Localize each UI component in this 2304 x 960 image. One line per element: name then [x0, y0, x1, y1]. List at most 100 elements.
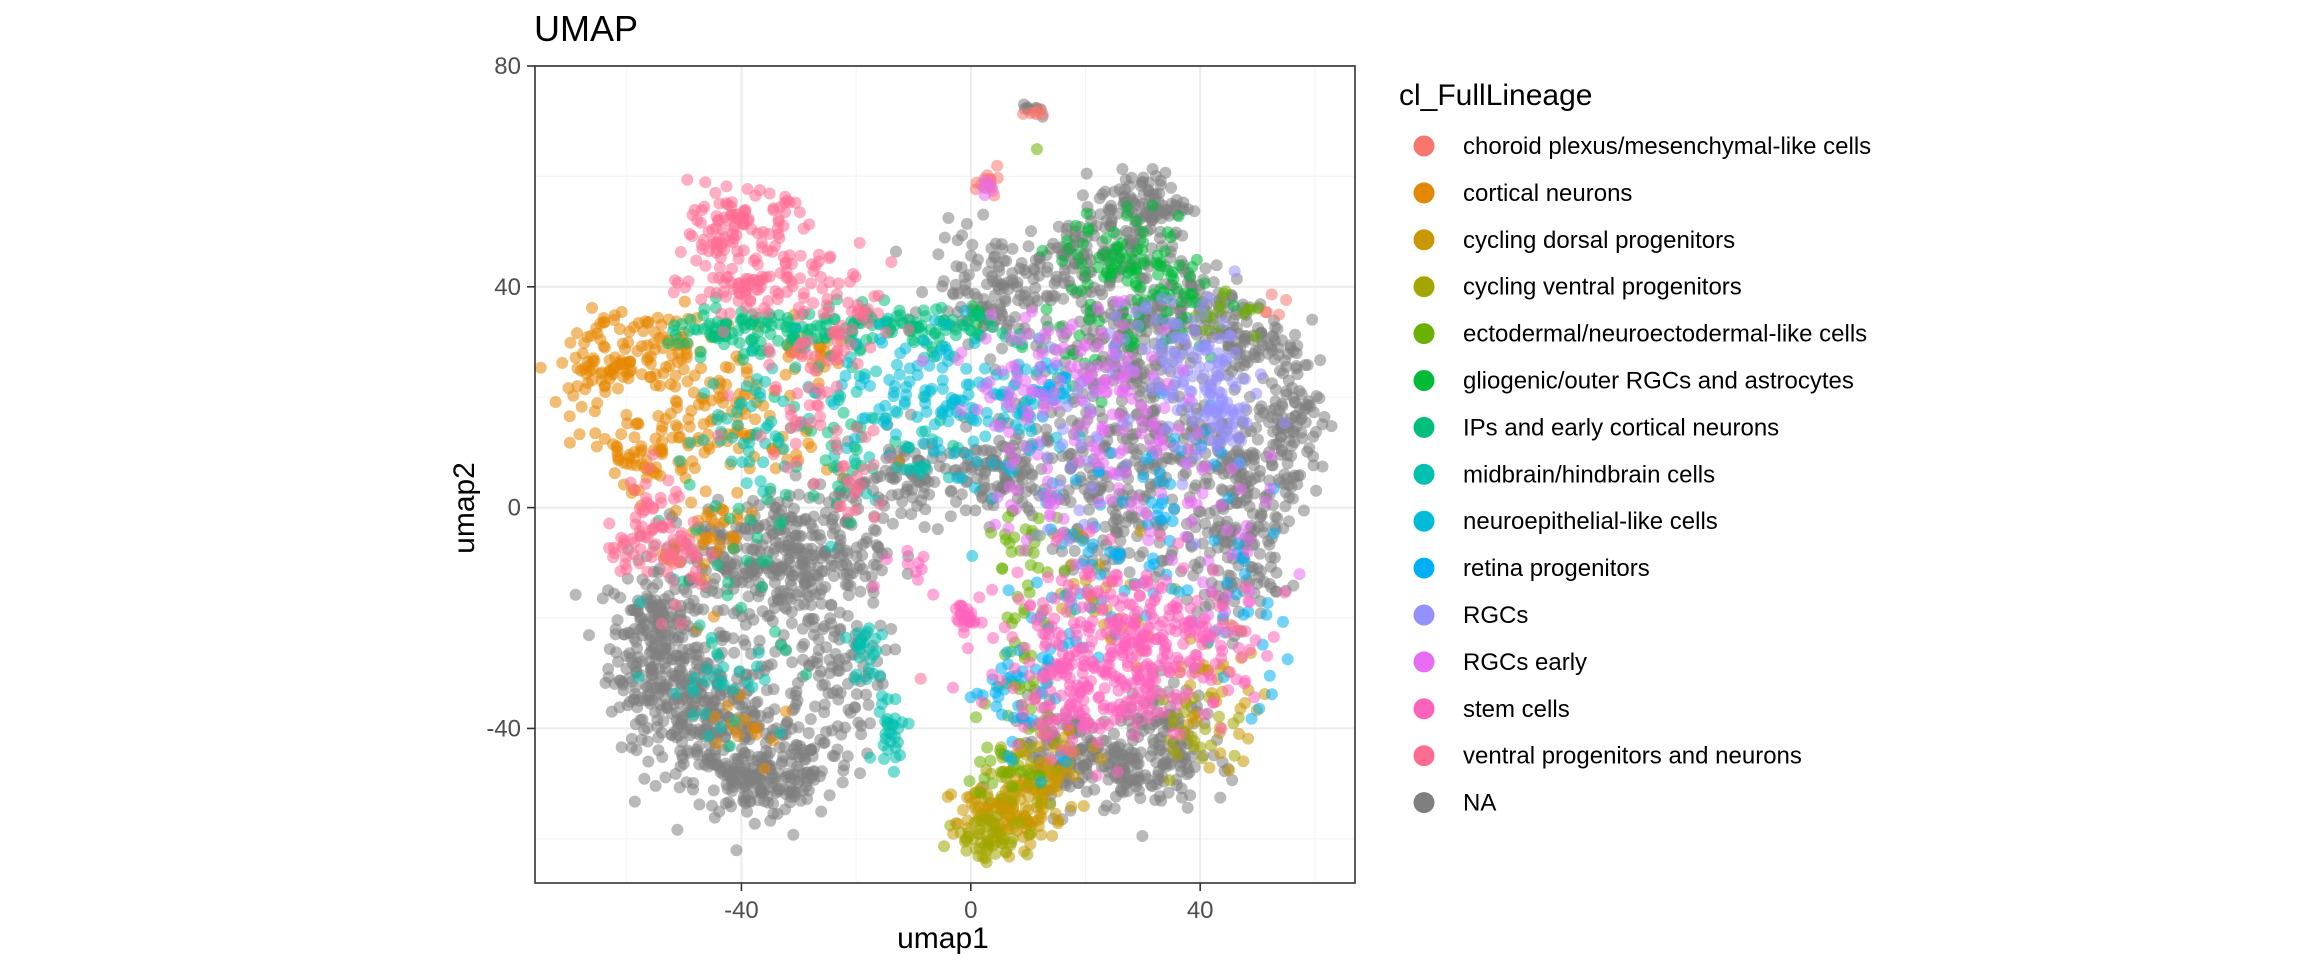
point-na [613, 701, 626, 714]
point-na [889, 643, 902, 656]
point-cortical-neurons [749, 413, 762, 426]
point-na [856, 538, 869, 551]
point-na [806, 582, 819, 595]
point-neuroepithelial-like-cells [827, 398, 840, 411]
point-na [743, 776, 756, 789]
point-na [942, 212, 955, 224]
point-ectodermal-neuroectodermal-like-cells [1024, 559, 1037, 572]
point-na [1207, 276, 1220, 289]
point-na [829, 648, 842, 660]
point-na [1203, 599, 1216, 611]
point-cortical-neurons [700, 510, 713, 523]
point-gliogenic-outer-rgcs-and-astrocytes [1134, 281, 1147, 294]
point-na [1170, 194, 1183, 206]
point-rgcs [1139, 302, 1152, 315]
point-na [1146, 163, 1159, 175]
point-na [1114, 534, 1127, 547]
point-na [1290, 360, 1303, 372]
point-na [1316, 460, 1329, 473]
point-gliogenic-outer-rgcs-and-astrocytes [1061, 234, 1074, 247]
point-na [1159, 166, 1172, 179]
point-na [583, 629, 595, 642]
point-na [1145, 779, 1157, 791]
point-na [842, 703, 855, 716]
point-midbrain-hindbrain-cells [726, 431, 739, 444]
point-midbrain-hindbrain-cells [727, 683, 740, 696]
point-na [976, 490, 989, 503]
point-na [860, 688, 872, 701]
point-neuroepithelial-like-cells [1013, 423, 1026, 436]
point-gliogenic-outer-rgcs-and-astrocytes [1056, 254, 1069, 267]
point-cortical-neurons [802, 437, 815, 450]
point-midbrain-hindbrain-cells [862, 642, 875, 655]
point-gliogenic-outer-rgcs-and-astrocytes [1161, 305, 1174, 318]
point-choroid-plexus-mesenchymal-like-cells [991, 159, 1004, 172]
point-gliogenic-outer-rgcs-and-astrocytes [1161, 226, 1174, 239]
point-cortical-neurons [549, 396, 562, 408]
point-na [945, 484, 958, 497]
point-na [786, 783, 799, 796]
point-gliogenic-outer-rgcs-and-astrocytes [1075, 284, 1088, 297]
point-ips-and-early-cortical-neurons [802, 323, 815, 336]
point-cortical-neurons [611, 445, 624, 458]
point-na [638, 772, 651, 785]
point-cycling-ventral-progenitors [1227, 717, 1240, 730]
point-gliogenic-outer-rgcs-and-astrocytes [1036, 244, 1049, 257]
point-ips-and-early-cortical-neurons [807, 489, 820, 502]
point-retina-progenitors [1261, 597, 1274, 609]
point-na [1283, 515, 1295, 528]
point-ectodermal-neuroectodermal-like-cells [1030, 143, 1043, 156]
point-na [741, 805, 753, 818]
point-ectodermal-neuroectodermal-like-cells [1032, 512, 1045, 525]
point-retina-progenitors [1030, 576, 1043, 589]
point-ectodermal-neuroectodermal-like-cells [981, 741, 994, 754]
point-gliogenic-outer-rgcs-and-astrocytes [1173, 259, 1186, 272]
point-na [739, 618, 752, 631]
point-na [651, 577, 664, 590]
point-na [1075, 296, 1088, 309]
point-rgcs [1169, 347, 1182, 360]
point-na [869, 524, 882, 537]
point-ips-and-early-cortical-neurons [732, 502, 745, 515]
point-cortical-neurons [680, 351, 693, 364]
point-na [728, 646, 741, 659]
point-neuroepithelial-like-cells [859, 412, 872, 424]
point-na [789, 469, 802, 482]
point-rgcs [1202, 403, 1215, 416]
point-midbrain-hindbrain-cells [707, 377, 720, 390]
point-midbrain-hindbrain-cells [876, 628, 888, 641]
point-na [610, 646, 623, 659]
point-retina-progenitors [1109, 548, 1122, 561]
point-ips-and-early-cortical-neurons [688, 323, 701, 336]
point-gliogenic-outer-rgcs-and-astrocytes [1079, 266, 1092, 278]
point-na [824, 612, 837, 625]
point-na [815, 765, 828, 778]
point-na [841, 750, 854, 763]
point-na [787, 828, 800, 841]
point-na [1272, 348, 1285, 361]
point-cortical-neurons [556, 356, 569, 369]
point-gliogenic-outer-rgcs-and-astrocytes [1040, 303, 1053, 316]
point-na [784, 575, 797, 587]
point-na [1126, 774, 1139, 787]
point-na [916, 286, 929, 299]
point-na [659, 662, 672, 675]
point-na [815, 583, 828, 596]
point-na [802, 727, 815, 740]
point-na [1049, 290, 1061, 303]
point-na [1269, 510, 1282, 523]
point-rgcs [1223, 329, 1236, 342]
point-na [805, 599, 818, 611]
point-neuroepithelial-like-cells [880, 412, 892, 425]
point-na [1126, 428, 1139, 441]
point-na [1271, 322, 1284, 335]
point-na [932, 248, 945, 261]
point-rgcs [1031, 529, 1043, 542]
point-rgcs [1238, 401, 1251, 414]
point-gliogenic-outer-rgcs-and-astrocytes [1107, 226, 1120, 239]
point-retina-progenitors [1277, 615, 1289, 628]
point-na [996, 243, 1009, 256]
point-na [1255, 509, 1268, 522]
point-cycling-ventral-progenitors [1025, 827, 1038, 840]
point-na [789, 530, 802, 543]
